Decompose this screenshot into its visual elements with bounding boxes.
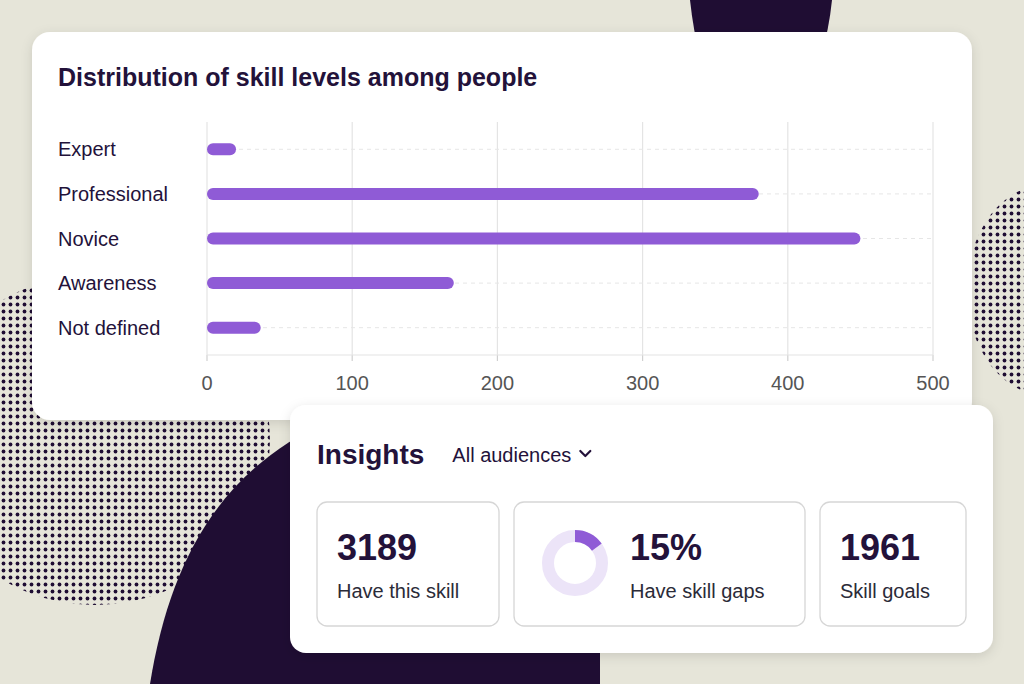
donut-arc	[575, 536, 597, 547]
tick-label: 0	[201, 372, 212, 394]
category-label: Expert	[58, 138, 116, 160]
bar	[207, 233, 860, 245]
insights-card	[290, 405, 993, 653]
stat-box: 15% Have skill gaps	[514, 502, 805, 626]
stat-box: 1961 Skill goals	[820, 502, 966, 626]
chart-card	[32, 32, 972, 420]
stat-caption: Have this skill	[337, 580, 459, 602]
tick-label: 500	[916, 372, 949, 394]
stat-value: 3189	[337, 527, 417, 568]
category-label: Not defined	[58, 317, 160, 339]
tick-mark	[932, 355, 933, 361]
audience-dropdown[interactable]: All audiences	[452, 444, 590, 466]
audience-label: All audiences	[452, 444, 571, 466]
donut-track	[548, 536, 602, 590]
bar	[207, 143, 236, 155]
bar	[207, 322, 261, 334]
bar	[207, 277, 454, 289]
stat-frame	[514, 502, 805, 626]
chart-title: Distribution of skill levels among peopl…	[58, 63, 537, 91]
stat-caption: Have skill gaps	[630, 580, 765, 602]
tick-mark	[787, 355, 788, 361]
stat-box: 3189 Have this skill	[317, 502, 499, 626]
tick-label: 400	[771, 372, 804, 394]
stat-frame	[820, 502, 966, 626]
stat-frame	[317, 502, 499, 626]
tick-label: 200	[481, 372, 514, 394]
halftone-right	[967, 185, 1024, 395]
stat-value: 1961	[840, 527, 920, 568]
bar	[207, 188, 759, 200]
axis-line	[207, 354, 933, 355]
category-label: Awareness	[58, 272, 157, 294]
tick-label: 100	[336, 372, 369, 394]
grid: 0 100 200 300 400 500	[201, 122, 949, 394]
bars	[207, 143, 860, 333]
tick-mark	[497, 355, 498, 361]
tick-mark	[206, 355, 207, 361]
chevron	[580, 451, 590, 456]
tick-mark	[642, 355, 643, 361]
stat-value: 15%	[630, 527, 702, 568]
row-guide	[207, 149, 933, 150]
row-guide	[207, 327, 933, 328]
category-labels: Expert Professional Novice Awareness Not def…	[58, 138, 168, 338]
stat-caption: Skill goals	[840, 580, 930, 602]
stage: Distribution of skill levels among peopl…	[0, 0, 1024, 684]
tick-mark	[352, 355, 353, 361]
insights-title: Insights	[317, 439, 424, 470]
category-label: Novice	[58, 228, 119, 250]
category-label: Professional	[58, 183, 168, 205]
tick-label: 300	[626, 372, 659, 394]
